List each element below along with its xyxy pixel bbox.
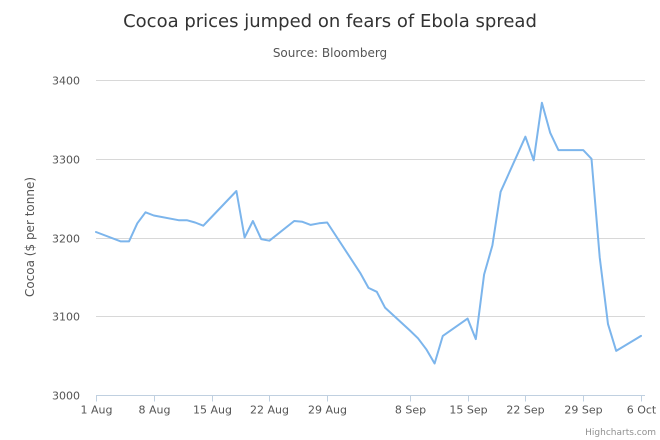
y-tick-label: 3300 <box>52 154 80 167</box>
y-tick-label: 3200 <box>52 233 80 246</box>
y-tick-label: 3400 <box>52 75 80 88</box>
gridlines <box>96 80 645 317</box>
y-axis-title: Cocoa ($ per tonne) <box>23 177 37 297</box>
y-tick-label: 3000 <box>52 390 80 403</box>
chart-title: Cocoa prices jumped on fears of Ebola sp… <box>123 11 537 32</box>
credits-link[interactable]: Highcharts.com <box>585 428 656 438</box>
x-tick-label: 29 Aug <box>308 404 347 417</box>
chart-subtitle: Source: Bloomberg <box>273 46 387 60</box>
x-tick-label: 15 Sep <box>449 404 487 417</box>
y-tick-label: 3100 <box>52 311 80 324</box>
x-tick-label: 1 Aug <box>81 404 113 417</box>
y-axis-ticks: 3000 3100 3200 3300 3400 <box>52 75 80 403</box>
x-tick-label: 6 Oct <box>627 404 657 417</box>
x-tick-label: 22 Aug <box>250 404 289 417</box>
x-tick-label: 8 Sep <box>395 404 426 417</box>
series-group <box>95 101 642 365</box>
x-axis: 1 Aug 8 Aug 15 Aug 22 Aug 29 Aug 8 Sep 15 Sep 2… <box>81 395 657 417</box>
series-line <box>95 101 642 365</box>
x-tick-label: 29 Sep <box>564 404 602 417</box>
x-tick-label: 15 Aug <box>193 404 232 417</box>
x-tick-label: 8 Aug <box>139 404 171 417</box>
x-tick-label: 22 Sep <box>506 404 544 417</box>
